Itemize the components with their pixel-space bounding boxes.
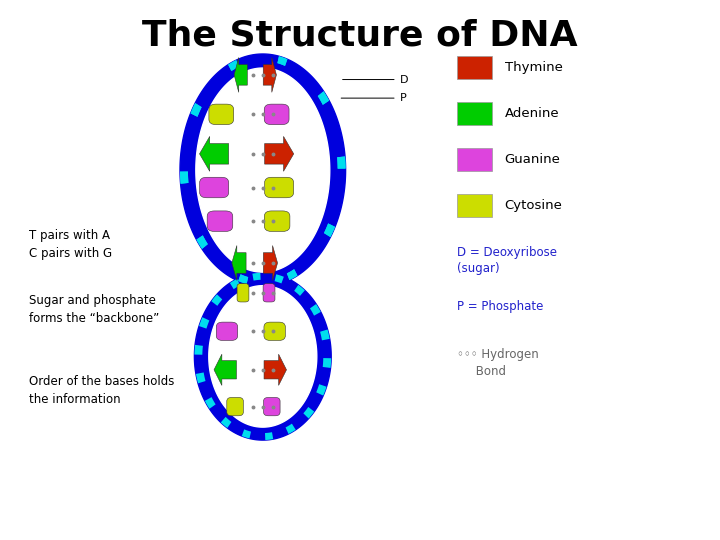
Polygon shape: [214, 354, 236, 386]
FancyBboxPatch shape: [237, 284, 249, 302]
FancyBboxPatch shape: [457, 148, 492, 171]
Polygon shape: [310, 304, 320, 316]
Polygon shape: [232, 246, 246, 280]
Polygon shape: [303, 407, 314, 419]
Polygon shape: [318, 91, 329, 105]
Polygon shape: [180, 172, 189, 184]
Polygon shape: [337, 157, 346, 168]
Polygon shape: [324, 224, 335, 237]
Polygon shape: [199, 317, 210, 329]
Polygon shape: [316, 384, 327, 396]
FancyBboxPatch shape: [209, 104, 234, 125]
Polygon shape: [191, 103, 202, 117]
FancyBboxPatch shape: [457, 56, 492, 79]
FancyBboxPatch shape: [264, 397, 280, 416]
FancyBboxPatch shape: [264, 322, 285, 341]
Polygon shape: [194, 345, 203, 355]
FancyBboxPatch shape: [227, 397, 243, 416]
Text: P = Phosphate: P = Phosphate: [457, 300, 544, 313]
Text: Guanine: Guanine: [505, 153, 561, 166]
Text: T pairs with A
C pairs with G: T pairs with A C pairs with G: [29, 230, 112, 260]
Text: ◦◦◦ Hydrogen
     Bond: ◦◦◦ Hydrogen Bond: [457, 348, 539, 378]
Polygon shape: [264, 57, 276, 92]
Polygon shape: [287, 269, 297, 280]
Polygon shape: [196, 68, 330, 272]
FancyBboxPatch shape: [264, 104, 289, 125]
Polygon shape: [294, 285, 305, 296]
Polygon shape: [197, 235, 208, 249]
Text: Sugar and phosphate
forms the “backbone”: Sugar and phosphate forms the “backbone”: [29, 294, 159, 325]
Polygon shape: [318, 91, 329, 105]
Polygon shape: [274, 274, 284, 284]
Text: The Structure of DNA: The Structure of DNA: [142, 19, 578, 53]
Polygon shape: [228, 60, 239, 71]
Polygon shape: [242, 429, 251, 438]
Polygon shape: [180, 172, 189, 184]
Polygon shape: [324, 224, 335, 237]
Polygon shape: [212, 294, 222, 306]
Polygon shape: [238, 274, 248, 284]
Polygon shape: [337, 157, 346, 168]
Polygon shape: [323, 358, 331, 368]
Polygon shape: [320, 329, 330, 340]
Polygon shape: [277, 56, 287, 66]
Text: Order of the bases holds
the information: Order of the bases holds the information: [29, 375, 174, 406]
FancyBboxPatch shape: [265, 177, 294, 198]
Text: D = Deoxyribose
(sugar): D = Deoxyribose (sugar): [457, 246, 557, 275]
FancyBboxPatch shape: [263, 284, 275, 302]
FancyBboxPatch shape: [207, 211, 233, 232]
Polygon shape: [196, 373, 205, 383]
Polygon shape: [197, 235, 208, 249]
Polygon shape: [287, 269, 297, 280]
Polygon shape: [265, 432, 273, 440]
Polygon shape: [238, 274, 248, 284]
FancyBboxPatch shape: [199, 177, 229, 198]
Polygon shape: [209, 286, 317, 427]
Polygon shape: [264, 354, 287, 386]
Text: Cytosine: Cytosine: [505, 199, 562, 212]
Text: Thymine: Thymine: [505, 61, 562, 74]
Polygon shape: [205, 397, 215, 409]
FancyBboxPatch shape: [264, 211, 290, 232]
Polygon shape: [253, 273, 261, 281]
Polygon shape: [230, 279, 240, 289]
Polygon shape: [191, 103, 202, 117]
Polygon shape: [264, 246, 277, 280]
Polygon shape: [194, 273, 331, 440]
Polygon shape: [221, 417, 231, 428]
FancyBboxPatch shape: [216, 322, 238, 341]
Polygon shape: [286, 423, 296, 434]
Text: Adenine: Adenine: [505, 107, 559, 120]
Polygon shape: [265, 137, 294, 171]
Polygon shape: [234, 57, 247, 92]
Polygon shape: [199, 137, 229, 171]
FancyBboxPatch shape: [457, 102, 492, 125]
Polygon shape: [228, 60, 239, 71]
FancyBboxPatch shape: [457, 194, 492, 217]
Text: P: P: [341, 93, 406, 103]
Polygon shape: [277, 56, 287, 66]
Polygon shape: [180, 54, 346, 286]
Text: D: D: [343, 75, 408, 85]
